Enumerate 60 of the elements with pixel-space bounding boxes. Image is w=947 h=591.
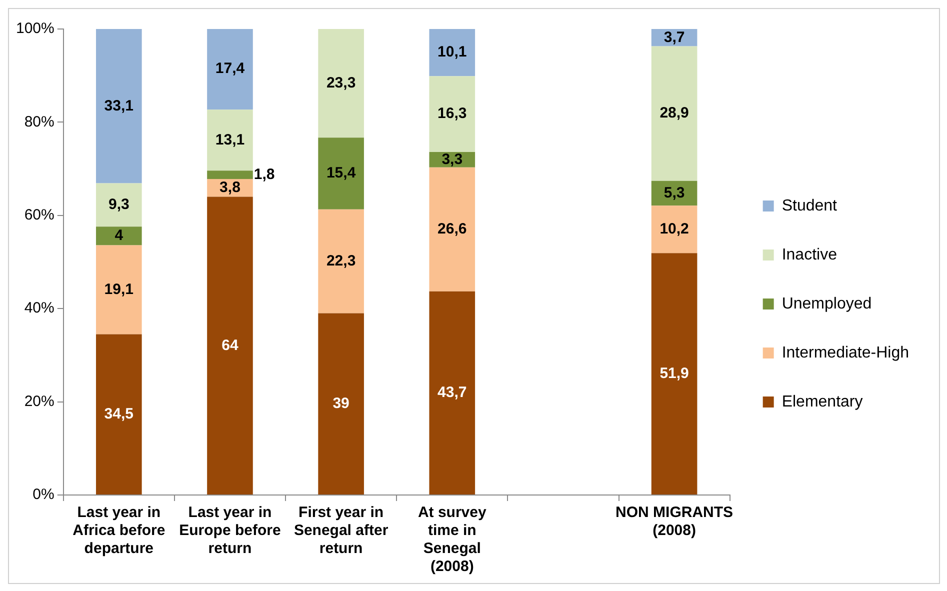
x-tick-label: At survey time in Senegal (2008) (418, 504, 487, 576)
data-label: 17,4 (215, 60, 246, 78)
x-tick-label: First year in Senegal after return (294, 504, 388, 558)
bar (318, 138, 364, 210)
bar (207, 196, 253, 494)
data-label: 9,3 (108, 196, 130, 214)
data-label: 51,9 (660, 364, 689, 382)
bar (96, 226, 142, 246)
bar (318, 209, 364, 314)
y-tick-label: 80% (24, 113, 54, 130)
data-label: 5,3 (664, 184, 685, 202)
legend-label: Elementary (782, 393, 863, 410)
bar (96, 29, 142, 184)
y-tick-label: 100% (16, 20, 54, 38)
bar (651, 253, 698, 494)
bar (429, 167, 476, 292)
legend-label: Intermediate-High (782, 344, 909, 362)
bar (651, 206, 698, 254)
bar (207, 29, 253, 110)
y-tick-label: 0% (32, 486, 54, 504)
bar (96, 245, 142, 334)
data-label: 28,9 (660, 104, 689, 122)
bar (429, 291, 476, 494)
data-label: 64 (222, 336, 239, 354)
bar (651, 46, 698, 181)
bar (318, 29, 364, 138)
bar (96, 183, 142, 227)
bar (207, 170, 253, 180)
data-label: 4 (114, 227, 124, 244)
bar (207, 110, 253, 171)
legend-label: Student (782, 197, 838, 214)
bar (429, 76, 476, 152)
data-label: 3,3 (442, 150, 463, 168)
data-label: 43,7 (438, 384, 467, 402)
data-label: 19,1 (104, 280, 134, 298)
y-tick-label: 40% (24, 300, 54, 317)
bar (96, 334, 142, 494)
data-label: 13,1 (215, 131, 245, 148)
x-tick-label: Last year in Europe before return (179, 504, 281, 558)
data-label: 39 (332, 395, 350, 412)
x-tick-label: NON MIGRANTS (2008) (616, 504, 734, 540)
data-label: 26,6 (438, 220, 467, 238)
data-label: 16,3 (438, 105, 467, 122)
data-label: 23,3 (326, 74, 356, 92)
x-tick-label: Last year in Africa before departure (72, 504, 166, 558)
data-label: 3,8 (220, 179, 240, 196)
data-label: 3,7 (664, 28, 685, 46)
data-label: 10,2 (660, 220, 689, 238)
legend-label: Inactive (782, 246, 838, 264)
data-label: 15,4 (326, 164, 356, 182)
data-label: 10,1 (438, 44, 467, 61)
data-label: 33,1 (104, 97, 134, 114)
data-label: 22,3 (326, 252, 356, 270)
bar (318, 313, 364, 494)
y-tick-label: 20% (24, 392, 54, 410)
bar (429, 29, 476, 76)
data-label: 34,5 (104, 406, 134, 423)
legend-label: Unemployed (782, 295, 872, 312)
y-tick-label: 60% (24, 206, 54, 224)
data-label: 1,8 (254, 166, 275, 183)
